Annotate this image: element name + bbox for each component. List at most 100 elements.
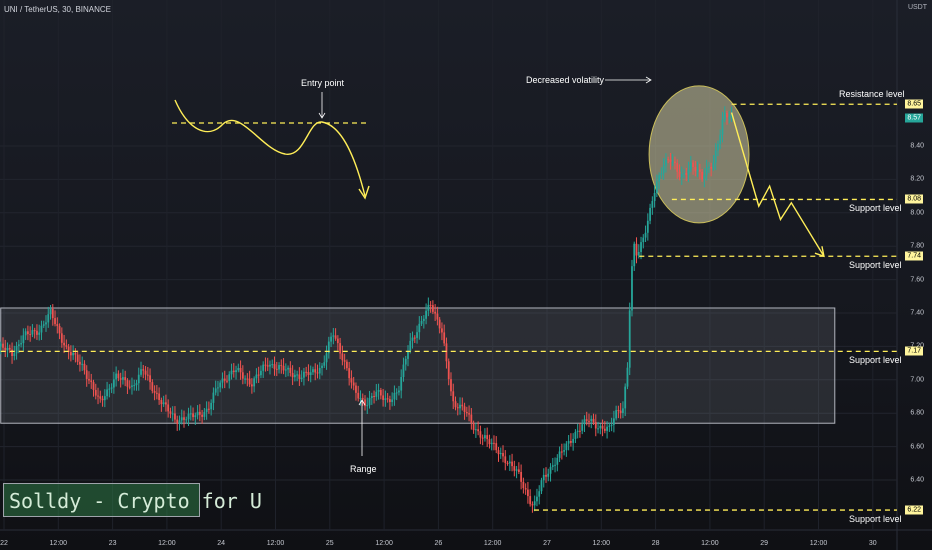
- candle-down: [167, 404, 170, 412]
- candle-up: [717, 143, 719, 151]
- candle-up: [680, 173, 683, 178]
- candle-up: [649, 207, 651, 221]
- candle-up: [398, 390, 400, 393]
- candle-up: [416, 332, 418, 338]
- range-box: [0, 307, 836, 424]
- price-tick-label: 7.40: [910, 309, 924, 317]
- price-tick-label: 7.20: [910, 343, 924, 350]
- candle-down: [382, 395, 385, 400]
- candle-up: [574, 431, 577, 439]
- time-tick-label: 12:00: [701, 540, 719, 547]
- candle-up: [427, 304, 430, 311]
- support-level-label: Support level: [849, 514, 902, 525]
- candle-up: [271, 364, 274, 366]
- candle-up: [583, 419, 586, 425]
- candle-up: [393, 392, 396, 400]
- candle-up: [608, 425, 611, 427]
- candle-up: [375, 391, 378, 397]
- support-level-label: Support level: [849, 355, 902, 366]
- level-price-tag: 8.08: [905, 194, 923, 204]
- candle-up: [515, 469, 518, 471]
- candle-up: [72, 352, 75, 356]
- candle-up: [81, 363, 84, 365]
- time-tick-label: 29: [760, 540, 769, 547]
- candle-down: [495, 443, 498, 451]
- candle-up: [581, 424, 584, 431]
- candle-up: [24, 331, 27, 336]
- candle-down: [119, 378, 122, 380]
- candle-down: [232, 370, 235, 373]
- candle-up: [490, 442, 493, 445]
- candle-up: [606, 426, 608, 431]
- candle-down: [11, 349, 13, 357]
- candle-down: [436, 313, 439, 320]
- candle-up: [624, 386, 627, 409]
- candle-down: [76, 354, 79, 362]
- candle-down: [239, 367, 242, 373]
- candle-down: [307, 372, 310, 376]
- range-arrowhead: [358, 399, 366, 406]
- candle-up: [653, 193, 656, 201]
- candle-down: [151, 382, 154, 391]
- candle-up: [31, 330, 34, 335]
- candle-up: [658, 175, 661, 182]
- candle-down: [241, 372, 244, 379]
- candle-down: [341, 353, 344, 361]
- entry-wave: [174, 99, 366, 197]
- candle-down: [314, 369, 317, 373]
- candle-up: [637, 251, 640, 256]
- candle-up: [309, 372, 312, 376]
- candle-down: [726, 112, 728, 118]
- candle-up: [644, 232, 647, 238]
- candles: [0, 106, 733, 513]
- candle-up: [260, 370, 262, 376]
- candle-down: [434, 311, 437, 314]
- candle-up: [131, 385, 133, 387]
- candle-up: [325, 353, 328, 363]
- candle-down: [51, 308, 54, 319]
- time-tick-label: 26: [434, 540, 443, 547]
- candle-up: [228, 374, 231, 381]
- candle-down: [569, 441, 572, 443]
- candle-down: [461, 404, 464, 407]
- decreased-volatility-label: Decreased volatility: [526, 75, 605, 85]
- candle-up: [409, 340, 412, 351]
- candle-up: [671, 161, 674, 163]
- range-label: Range: [350, 464, 377, 474]
- candle-up: [576, 430, 579, 432]
- symbol-title[interactable]: UNI / TetherUS, 30, BINANCE: [4, 5, 111, 14]
- candle-up: [508, 461, 511, 464]
- level-price-tag: 7.17: [905, 346, 923, 356]
- candle-up: [210, 402, 213, 410]
- candle-up: [42, 324, 45, 326]
- time-tick-label: 27: [543, 540, 551, 547]
- price-tick-label: 7.60: [910, 276, 924, 284]
- candle-up: [411, 337, 414, 341]
- candle-down: [617, 410, 620, 412]
- time-tick-label: 12:00: [375, 540, 393, 547]
- time-tick-label: 12:00: [158, 540, 176, 547]
- candle-down: [667, 159, 670, 161]
- candle-up: [633, 243, 636, 267]
- candle-up: [370, 396, 373, 399]
- candle-down: [282, 365, 285, 371]
- candle-down: [545, 474, 547, 477]
- price-tick-label: 7.80: [910, 242, 924, 250]
- candle-down: [339, 343, 342, 354]
- candle-down: [447, 361, 450, 380]
- candle-down: [165, 402, 167, 405]
- candle-up: [293, 374, 296, 378]
- candle-down: [207, 408, 210, 410]
- candle-up: [384, 398, 387, 400]
- candle-down: [348, 368, 351, 379]
- candle-down: [477, 429, 480, 432]
- candle-down: [386, 398, 389, 400]
- candle-down: [692, 162, 694, 168]
- candle-up: [655, 181, 658, 194]
- candle-up: [137, 374, 140, 384]
- candle-up: [122, 377, 124, 380]
- candle-up: [13, 353, 16, 357]
- candle-up: [499, 453, 502, 455]
